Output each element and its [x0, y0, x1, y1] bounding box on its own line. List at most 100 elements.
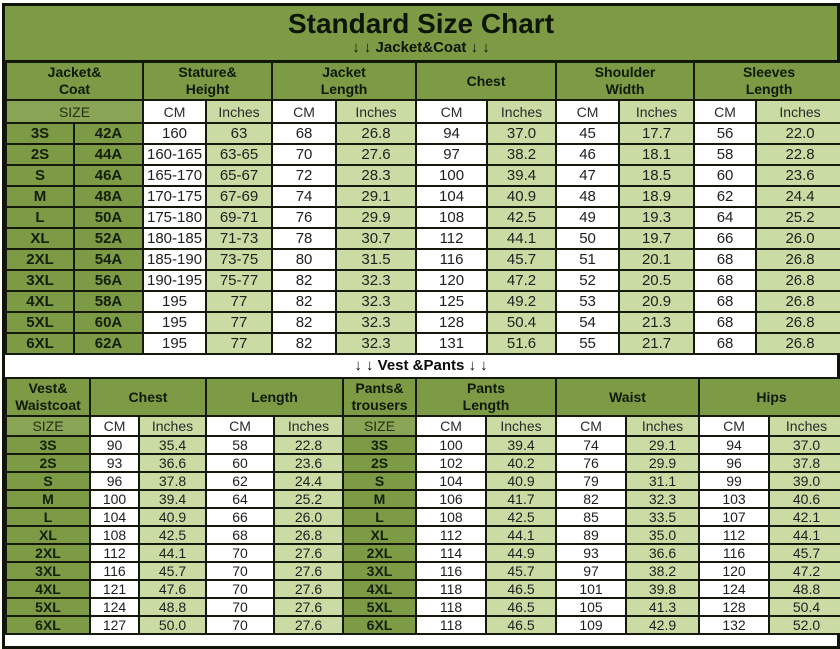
value-cell: 45.7 — [486, 248, 558, 271]
value-cell: 45.7 — [138, 561, 207, 581]
unit-subheader: Inches — [205, 99, 274, 124]
table-row: 3S 90 35.4 58 22.8 3S 100 39.4 74 29.1 94 37.0 — [5, 435, 840, 455]
column-header: Sleeves Length — [693, 61, 840, 101]
value-cell: 39.0 — [768, 471, 840, 491]
value-cell: 170-175 — [142, 185, 208, 208]
value-cell: 45.7 — [485, 561, 557, 581]
unit-subheader: CM — [693, 99, 758, 124]
value-cell: 23.6 — [755, 164, 840, 187]
value-cell: 131 — [415, 332, 489, 355]
value-cell: 63 — [205, 122, 274, 145]
value-cell: 24.4 — [273, 471, 344, 491]
value-cell: 82 — [271, 332, 338, 355]
value-cell: 97 — [555, 561, 627, 581]
value-cell: 26.8 — [755, 311, 840, 334]
value-cell: 68 — [693, 248, 758, 271]
value-cell: 65-67 — [205, 164, 274, 187]
value-cell: 32.3 — [624, 489, 701, 509]
table-row: M 48A 170-175 67-69 74 29.1 104 40.9 48 18.9 62 24.… — [5, 185, 840, 208]
table-row: 3S 42A 160 63 68 26.8 94 37.0 45 17.7 56 22.0 — [5, 122, 840, 145]
unit-subheader: CM — [205, 415, 275, 437]
size-cell: 50A — [72, 206, 145, 229]
value-cell: 29.9 — [335, 206, 418, 229]
value-cell: 68 — [693, 311, 758, 334]
value-cell: 26.8 — [335, 122, 418, 145]
size-cell: 6XL — [5, 615, 91, 635]
title-block: Standard Size Chart ↓ ↓ Jacket&Coat ↓ ↓ — [5, 6, 837, 61]
column-header: Hips — [698, 377, 840, 417]
value-cell: 55 — [555, 332, 621, 355]
value-cell: 20.1 — [618, 248, 696, 271]
column-header: Length — [205, 377, 344, 417]
value-cell: 180-185 — [142, 227, 208, 250]
value-cell: 22.8 — [755, 143, 840, 166]
value-cell: 51.6 — [486, 332, 558, 355]
value-cell: 70 — [271, 143, 338, 166]
value-cell: 103 — [698, 489, 771, 509]
size-cell: 44A — [72, 143, 145, 166]
value-cell: 60 — [693, 164, 758, 187]
column-header: Jacket Length — [271, 61, 418, 101]
value-cell: 46.5 — [485, 597, 557, 617]
value-cell: 49.2 — [486, 290, 558, 313]
table-row: 2XL 54A 185-190 73-75 80 31.5 116 45.7 51 20.1 68 2… — [5, 248, 840, 271]
value-cell: 195 — [142, 311, 208, 334]
value-cell: 27.6 — [273, 543, 344, 563]
value-cell: 37.0 — [768, 435, 840, 455]
value-cell: 94 — [698, 435, 771, 455]
value-cell: 89 — [555, 525, 627, 545]
jacket-table-header: Jacket& Coat Stature& Height Jacket Length… — [4, 61, 840, 124]
value-cell: 120 — [415, 269, 489, 292]
value-cell: 101 — [555, 579, 627, 599]
column-header: Vest& Waistcoat — [5, 377, 91, 417]
size-cell: S — [5, 471, 91, 491]
unit-subheader: CM — [271, 99, 338, 124]
value-cell: 50.4 — [486, 311, 558, 334]
value-cell: 17.7 — [618, 122, 696, 145]
value-cell: 46 — [555, 143, 621, 166]
size-cell: XL — [5, 525, 91, 545]
value-cell: 67-69 — [205, 185, 274, 208]
unit-subheader: CM — [142, 99, 208, 124]
column-header: Waist — [554, 377, 701, 417]
size-cell: 5XL — [342, 597, 417, 617]
value-cell: 40.9 — [486, 185, 558, 208]
value-cell: 54 — [555, 311, 621, 334]
value-cell: 68 — [693, 290, 758, 313]
value-cell: 48 — [555, 185, 621, 208]
unit-subheader: Inches — [768, 415, 840, 437]
value-cell: 42.1 — [768, 507, 840, 527]
value-cell: 116 — [415, 561, 487, 581]
value-cell: 39.8 — [624, 579, 701, 599]
value-cell: 51 — [555, 248, 621, 271]
size-cell: 46A — [72, 164, 145, 187]
value-cell: 27.6 — [273, 615, 344, 635]
size-cell: 3S — [5, 122, 75, 145]
vest-pants-size-table: Vest& Waistcoat Chest Length Pants& trouser… — [5, 377, 840, 635]
value-cell: 41.7 — [485, 489, 557, 509]
jacket-coat-size-table: Jacket& Coat Stature& Height Jacket Length… — [4, 61, 840, 355]
value-cell: 26.8 — [755, 290, 840, 313]
value-cell: 29.1 — [624, 435, 701, 455]
value-cell: 47.2 — [768, 561, 840, 581]
table-row: 5XL 124 48.8 70 27.6 5XL 118 46.5 105 41.3 128 50.4 — [5, 597, 840, 617]
value-cell: 22.0 — [755, 122, 840, 145]
table-row: S 46A 165-170 65-67 72 28.3 100 39.4 47 18.5 60 23.… — [5, 164, 840, 187]
value-cell: 39.4 — [486, 164, 558, 187]
value-cell: 70 — [205, 615, 275, 635]
unit-subheader: Inches — [485, 415, 557, 437]
value-cell: 112 — [698, 525, 771, 545]
value-cell: 28.3 — [335, 164, 418, 187]
table-row: 3XL 56A 190-195 75-77 82 32.3 120 47.2 52 20.5 68 2… — [5, 269, 840, 292]
size-cell: 5XL — [5, 311, 75, 334]
unit-subheader: CM — [89, 415, 140, 437]
value-cell: 37.8 — [138, 471, 207, 491]
value-cell: 78 — [271, 227, 338, 250]
value-cell: 93 — [555, 543, 627, 563]
column-header: Chest — [415, 61, 558, 101]
unit-subheader: CM — [555, 415, 627, 437]
value-cell: 46.5 — [485, 579, 557, 599]
table-row: S 96 37.8 62 24.4 S 104 40.9 79 31.1 99 39.0 — [5, 471, 840, 491]
value-cell: 36.6 — [624, 543, 701, 563]
value-cell: 27.6 — [273, 597, 344, 617]
